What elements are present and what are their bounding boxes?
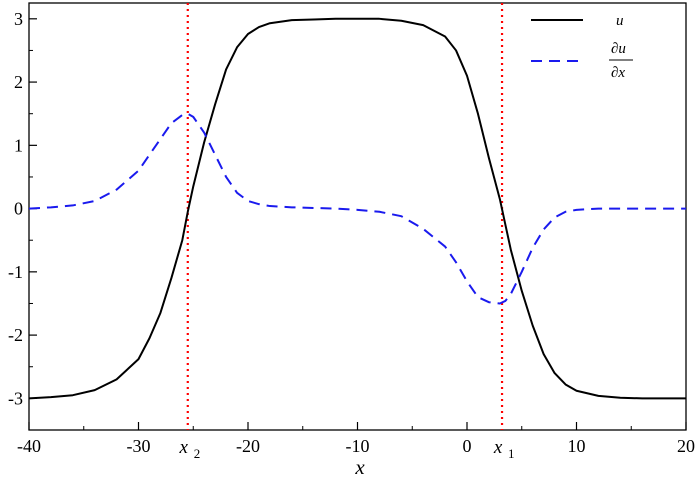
x-tick-label: 0 (463, 436, 472, 456)
y-tick-label: 0 (14, 199, 23, 219)
marker-label: x (493, 437, 503, 458)
y-tick-label: -3 (8, 388, 23, 408)
x-tick-label: -10 (346, 436, 370, 456)
plot-frame (28, 2, 687, 431)
y-tick-label: 3 (14, 9, 23, 29)
y-tick-label: -1 (8, 262, 23, 282)
legend-du-numerator: ∂u (611, 41, 626, 57)
marker-label-subscript: 2 (194, 446, 201, 461)
marker-lines (186, 3, 504, 430)
x-tick-label: 20 (677, 436, 695, 456)
legend-u-label: u (616, 13, 624, 29)
series-layer (28, 17, 686, 400)
y-tick-label: 1 (14, 135, 23, 155)
x-tick-label: 10 (568, 436, 586, 456)
x-tick-label: -40 (17, 436, 41, 456)
x-tick-label: -30 (127, 436, 151, 456)
legend: u ∂u ∂x (531, 13, 633, 81)
legend-du-denominator: ∂x (611, 65, 625, 81)
x-tick-label: -20 (236, 436, 260, 456)
marker-label: x (179, 437, 189, 458)
series-du-dx-line (28, 112, 686, 305)
y-tick-label: 2 (14, 72, 23, 92)
x-axis-title: x (354, 455, 365, 479)
y-tick-label: -2 (8, 325, 23, 345)
marker-label-subscript: 1 (508, 446, 515, 461)
series-u-line (28, 17, 686, 400)
